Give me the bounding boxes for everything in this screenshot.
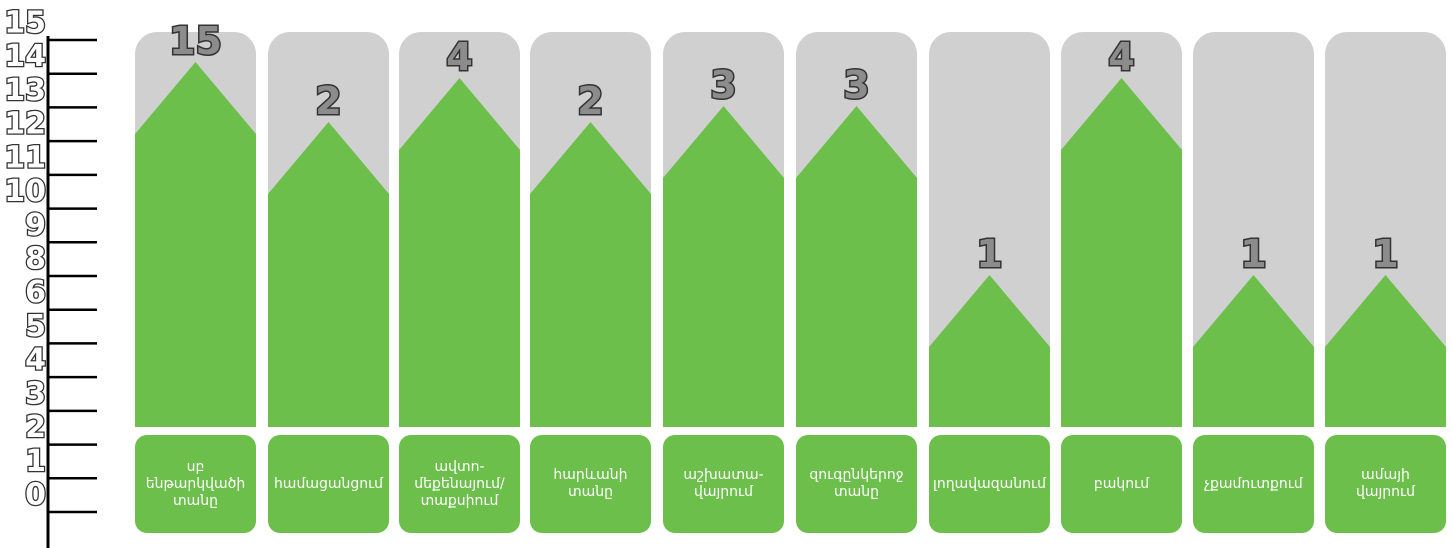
y-tick-label: 0 [25, 478, 46, 513]
y-tick-label: 10 [4, 174, 46, 209]
bar [1193, 275, 1314, 427]
y-tick-label: 8 [25, 242, 46, 277]
y-tick-label: 15 [4, 6, 46, 41]
bar [796, 106, 917, 427]
y-tick-label: 5 [25, 309, 46, 344]
bar [399, 78, 520, 427]
category-label: ավտո- մեքենայում/ տաքսիում [399, 435, 520, 533]
y-tick-label: 1 [25, 444, 46, 479]
y-tick-label: 9 [25, 208, 46, 243]
y-tick-label: 14 [4, 39, 46, 74]
bar [135, 62, 256, 427]
bar-value-label: 1 [1372, 232, 1398, 276]
bar [1325, 275, 1446, 427]
bar [663, 106, 784, 427]
y-tick-label: 13 [4, 73, 46, 108]
bar-value-label: 2 [577, 79, 603, 123]
bar-value-label: 15 [169, 19, 222, 63]
y-tick-label: 4 [25, 343, 46, 378]
bar-value-label: 1 [976, 232, 1002, 276]
bar-value-label: 4 [446, 35, 472, 79]
bar [929, 275, 1050, 427]
y-tick-label: 3 [25, 376, 46, 411]
bar [268, 122, 389, 427]
category-label: լողավազանում [929, 435, 1050, 533]
category-label: հարևանի տանը [530, 435, 651, 533]
bar [1061, 78, 1182, 427]
bar [530, 122, 651, 427]
bar-value-label: 1 [1240, 232, 1266, 276]
category-label: բակում [1061, 435, 1182, 533]
category-label: աշխատա- վայրում [663, 435, 784, 533]
y-tick-label: 12 [4, 107, 46, 142]
bar-value-label: 3 [843, 63, 869, 107]
category-label: զուգընկերոջ տանը [796, 435, 917, 533]
category-label: ամայի վայրում [1325, 435, 1446, 533]
category-label: համացանցում [268, 435, 389, 533]
y-tick-label: 2 [25, 410, 46, 445]
category-label: չքամուտքում [1193, 435, 1314, 533]
bar-value-label: 4 [1108, 35, 1134, 79]
y-tick-label: 6 [25, 275, 46, 310]
y-tick-label: 11 [4, 140, 46, 175]
category-label: սբ ենթարկվածի տանը [135, 435, 256, 533]
bar-value-label: 2 [315, 79, 341, 123]
bar-value-label: 3 [710, 63, 736, 107]
